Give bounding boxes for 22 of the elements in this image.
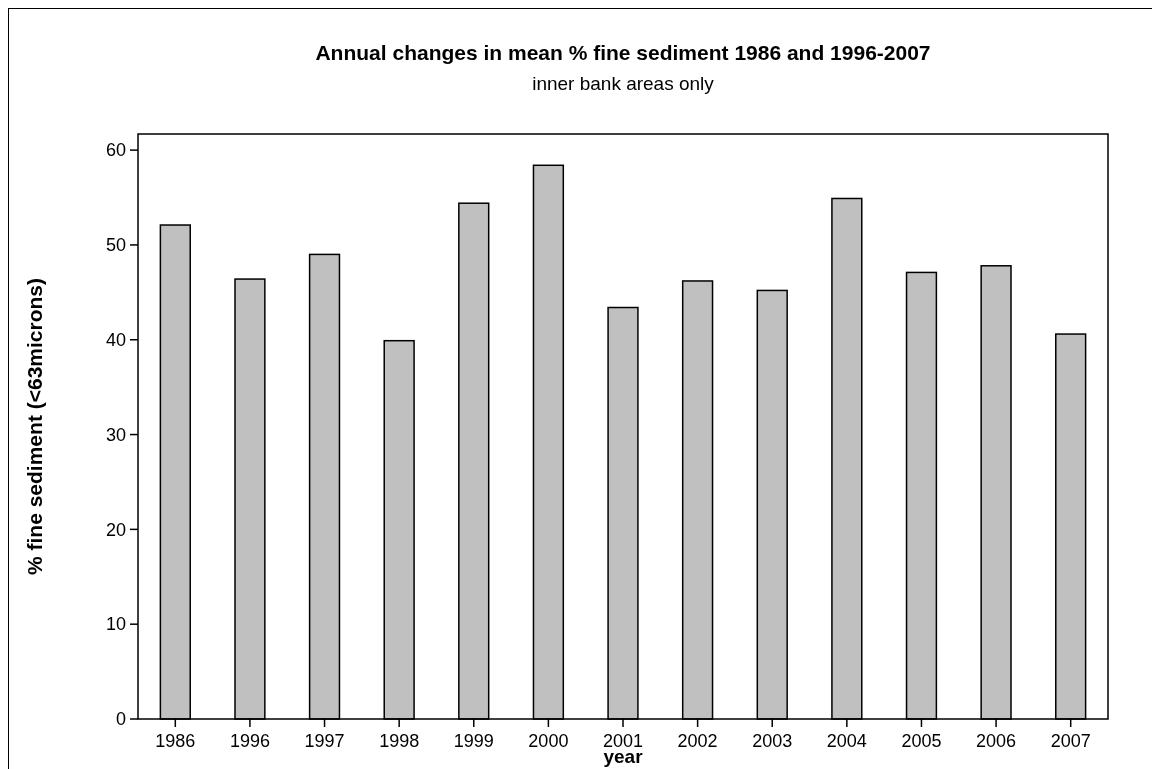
- x-tick-label: 2006: [976, 731, 1017, 751]
- y-tick-label: 60: [105, 140, 126, 161]
- y-tick-label: 20: [105, 519, 126, 540]
- chart-title: Annual changes in mean % fine sediment 1986 and 1996-2007: [315, 41, 931, 64]
- x-tick-label: 1998: [379, 731, 420, 751]
- x-tick-label: 2007: [1050, 731, 1091, 751]
- x-tick-label: 2004: [826, 731, 867, 751]
- x-tick-label: 1996: [229, 731, 270, 751]
- chart-subtitle: inner bank areas only: [532, 73, 715, 94]
- y-tick-label: 40: [105, 330, 126, 351]
- y-tick-label: 10: [105, 614, 126, 635]
- y-tick-label: 50: [105, 235, 126, 256]
- x-tick-label: 2005: [901, 731, 942, 751]
- x-tick-label: 1999: [453, 731, 494, 751]
- y-axis-title: % fine sediment (<63microns): [23, 277, 46, 576]
- y-tick-label: 30: [105, 424, 126, 445]
- x-tick-label: 2002: [677, 731, 718, 751]
- x-tick-label: 1997: [304, 731, 345, 751]
- x-tick-label: 2000: [528, 731, 569, 751]
- y-tick-label: 0: [115, 709, 126, 730]
- x-tick-label: 2003: [752, 731, 793, 751]
- x-tick-label: 1986: [155, 731, 196, 751]
